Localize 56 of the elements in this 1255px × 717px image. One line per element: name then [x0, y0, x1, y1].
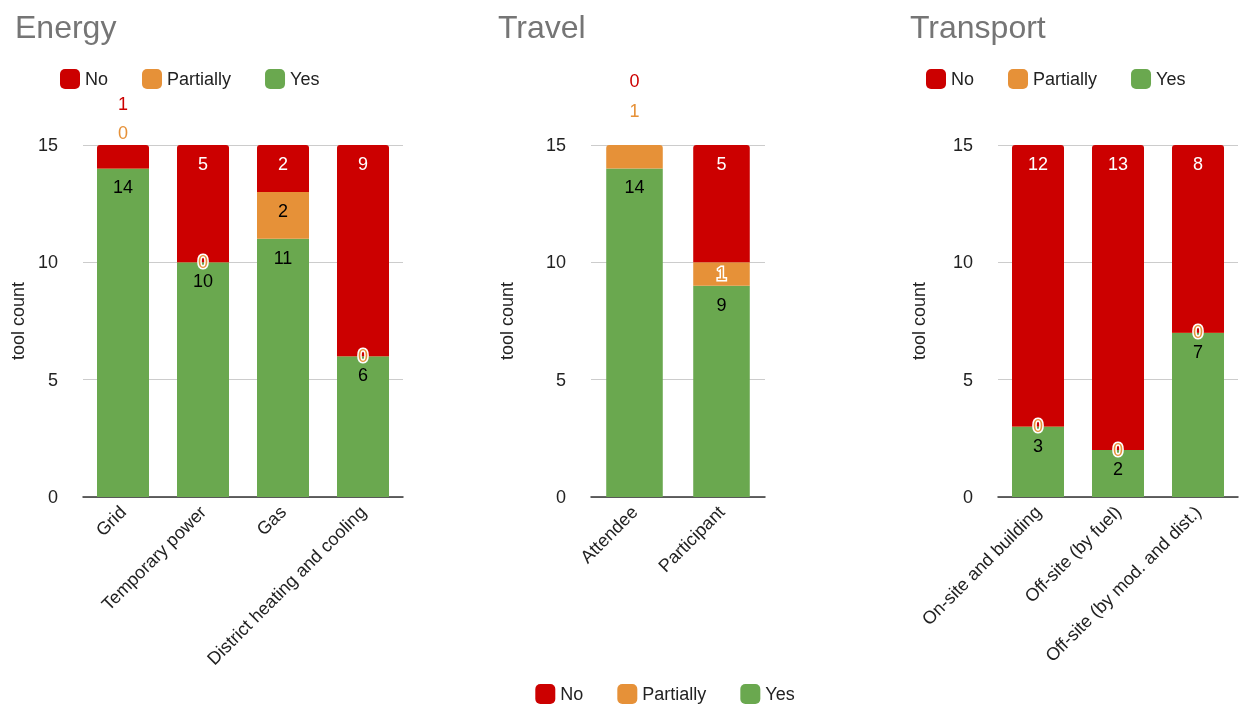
legend-label: Partially	[642, 684, 707, 704]
y-tick-label: 10	[37, 252, 58, 273]
data-label: 1	[716, 264, 727, 285]
data-label: 9	[357, 154, 369, 174]
data-label: 0	[1112, 439, 1124, 460]
data-label: 2	[277, 154, 289, 174]
data-label: 13	[1107, 154, 1129, 174]
legend-label: No	[85, 69, 109, 89]
data-label: 0	[357, 345, 369, 366]
y-tick-label: 0	[555, 487, 566, 507]
y-tick-label: 5	[555, 369, 566, 390]
y-tick-label: 10	[545, 252, 566, 273]
x-tick-label: Grid	[91, 501, 131, 541]
data-label: 12	[1027, 154, 1049, 174]
y-tick-label: 0	[962, 487, 973, 507]
data-label: 14	[112, 177, 134, 198]
legend-label: Yes	[1156, 69, 1186, 89]
chart-title: Transport	[910, 9, 1046, 45]
data-label: 6	[357, 365, 369, 386]
data-label: 5	[716, 154, 727, 174]
data-label: 8	[1192, 154, 1204, 174]
data-label: 7	[1192, 341, 1204, 362]
y-tick-label: 5	[47, 369, 58, 390]
legend-label: Partially	[167, 69, 232, 89]
data-label: 11	[273, 247, 293, 268]
chart-title: Travel	[498, 9, 586, 45]
data-label: 5	[197, 154, 209, 174]
data-label: 0	[1032, 416, 1044, 437]
data-label: 14	[624, 177, 645, 198]
y-tick-label: 15	[545, 135, 566, 155]
y-tick-label: 5	[962, 369, 973, 390]
y-tick-label: 10	[952, 252, 973, 273]
data-label: 9	[716, 294, 727, 315]
y-axis-title: tool count	[497, 281, 517, 361]
data-label: 2	[277, 200, 289, 221]
legend-label: Partially	[1033, 69, 1098, 89]
x-tick-label: Gas	[252, 501, 291, 540]
data-label: 1	[629, 101, 640, 121]
data-label: 0	[629, 71, 640, 91]
data-label: 1	[117, 94, 129, 115]
data-label: 10	[192, 271, 214, 292]
y-axis-title: tool count	[909, 281, 929, 361]
data-label: 2	[1112, 459, 1124, 480]
data-label: 0	[197, 251, 209, 272]
legend-label: Yes	[765, 684, 795, 704]
legend-label: No	[560, 684, 584, 704]
data-label: 0	[117, 123, 129, 144]
data-label: 3	[1032, 435, 1044, 456]
y-tick-label: 0	[47, 487, 58, 507]
y-tick-label: 15	[37, 135, 58, 155]
y-tick-label: 15	[952, 135, 973, 155]
y-axis-title: tool count	[8, 281, 29, 361]
legend-label: No	[951, 69, 975, 89]
chart-title: Energy	[15, 9, 117, 45]
legend-label: Yes	[290, 69, 320, 89]
data-label: 0	[1192, 322, 1204, 343]
